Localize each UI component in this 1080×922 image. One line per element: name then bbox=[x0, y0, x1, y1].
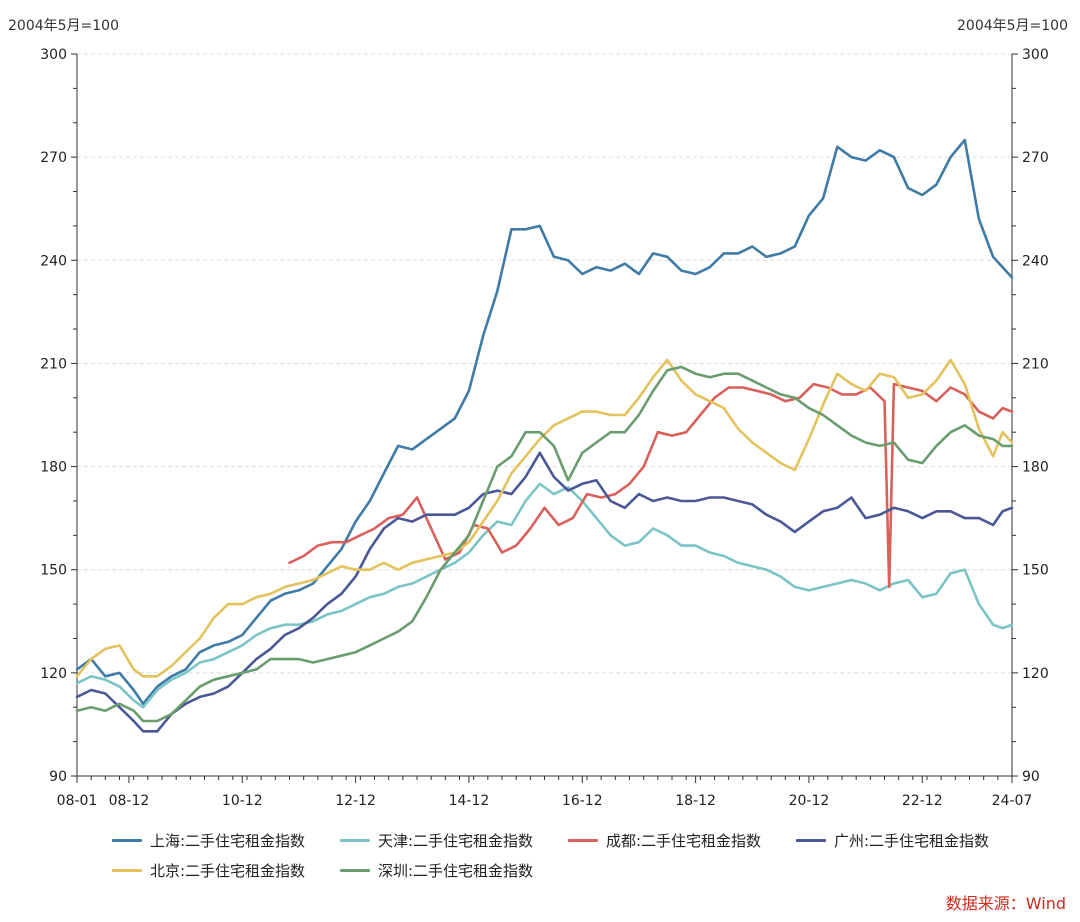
legend-label: 成都:二手住宅租金指数 bbox=[606, 832, 762, 850]
series-line-3 bbox=[75, 451, 1014, 733]
x-tick-label-20-12: 20-12 bbox=[789, 793, 830, 809]
left-tick-label-90: 90 bbox=[49, 769, 67, 785]
legend-swatch bbox=[340, 839, 370, 842]
right-tick-label-150: 150 bbox=[1022, 563, 1049, 579]
series-line-4 bbox=[75, 358, 1014, 678]
legend-label: 天津:二手住宅租金指数 bbox=[378, 832, 534, 850]
x-tick-label-18-12: 18-12 bbox=[675, 793, 716, 809]
series-line-5 bbox=[75, 365, 1014, 723]
legend-swatch bbox=[568, 839, 598, 842]
x-tick-label-16-12: 16-12 bbox=[562, 793, 603, 809]
right-tick-label-270: 270 bbox=[1022, 150, 1049, 166]
right-tick-label-90: 90 bbox=[1022, 769, 1040, 785]
legend-item-5: 深圳:二手住宅租金指数 bbox=[340, 860, 533, 881]
legend-label: 广州:二手住宅租金指数 bbox=[834, 832, 990, 850]
legend-label: 北京:二手住宅租金指数 bbox=[150, 862, 306, 880]
left-axis-unit-label: 2004年5月=100 bbox=[8, 18, 119, 34]
legend-item-4: 北京:二手住宅租金指数 bbox=[112, 860, 305, 881]
right-tick-label-210: 210 bbox=[1022, 356, 1049, 372]
x-tick-label-22-12: 22-12 bbox=[902, 793, 943, 809]
series-line-1 bbox=[75, 482, 1014, 709]
legend-item-1: 天津:二手住宅租金指数 bbox=[340, 830, 533, 851]
series-line-2 bbox=[288, 382, 1014, 589]
left-tick-label-270: 270 bbox=[40, 150, 67, 166]
x-tick-label-08-01: 08-01 bbox=[57, 793, 98, 809]
x-tick-label-08-12: 08-12 bbox=[109, 793, 150, 809]
right-tick-label-300: 300 bbox=[1022, 47, 1049, 63]
left-tick-label-150: 150 bbox=[40, 563, 67, 579]
data-source-note: 数据来源：Wind bbox=[945, 894, 1066, 913]
x-tick-label-14-12: 14-12 bbox=[449, 793, 490, 809]
legend-swatch bbox=[112, 869, 142, 872]
left-tick-label-240: 240 bbox=[40, 253, 67, 269]
legend-swatch bbox=[340, 869, 370, 872]
x-tick-label-10-12: 10-12 bbox=[222, 793, 263, 809]
left-tick-label-210: 210 bbox=[40, 356, 67, 372]
legend-label: 深圳:二手住宅租金指数 bbox=[378, 862, 534, 880]
left-tick-label-180: 180 bbox=[40, 460, 67, 476]
right-tick-label-180: 180 bbox=[1022, 460, 1049, 476]
series-line-0 bbox=[75, 138, 1014, 706]
left-tick-label-300: 300 bbox=[40, 47, 67, 63]
legend-label: 上海:二手住宅租金指数 bbox=[150, 832, 306, 850]
right-tick-label-240: 240 bbox=[1022, 253, 1049, 269]
x-tick-label-12-12: 12-12 bbox=[335, 793, 376, 809]
right-axis-unit-label: 2004年5月=100 bbox=[957, 18, 1068, 34]
legend-swatch bbox=[796, 839, 826, 842]
legend-item-2: 成都:二手住宅租金指数 bbox=[568, 830, 761, 851]
legend-swatch bbox=[112, 839, 142, 842]
legend-item-3: 广州:二手住宅租金指数 bbox=[796, 830, 989, 851]
right-tick-label-120: 120 bbox=[1022, 666, 1049, 682]
legend-item-0: 上海:二手住宅租金指数 bbox=[112, 830, 305, 851]
left-tick-label-120: 120 bbox=[40, 666, 67, 682]
x-tick-label-24-07: 24-07 bbox=[992, 793, 1033, 809]
